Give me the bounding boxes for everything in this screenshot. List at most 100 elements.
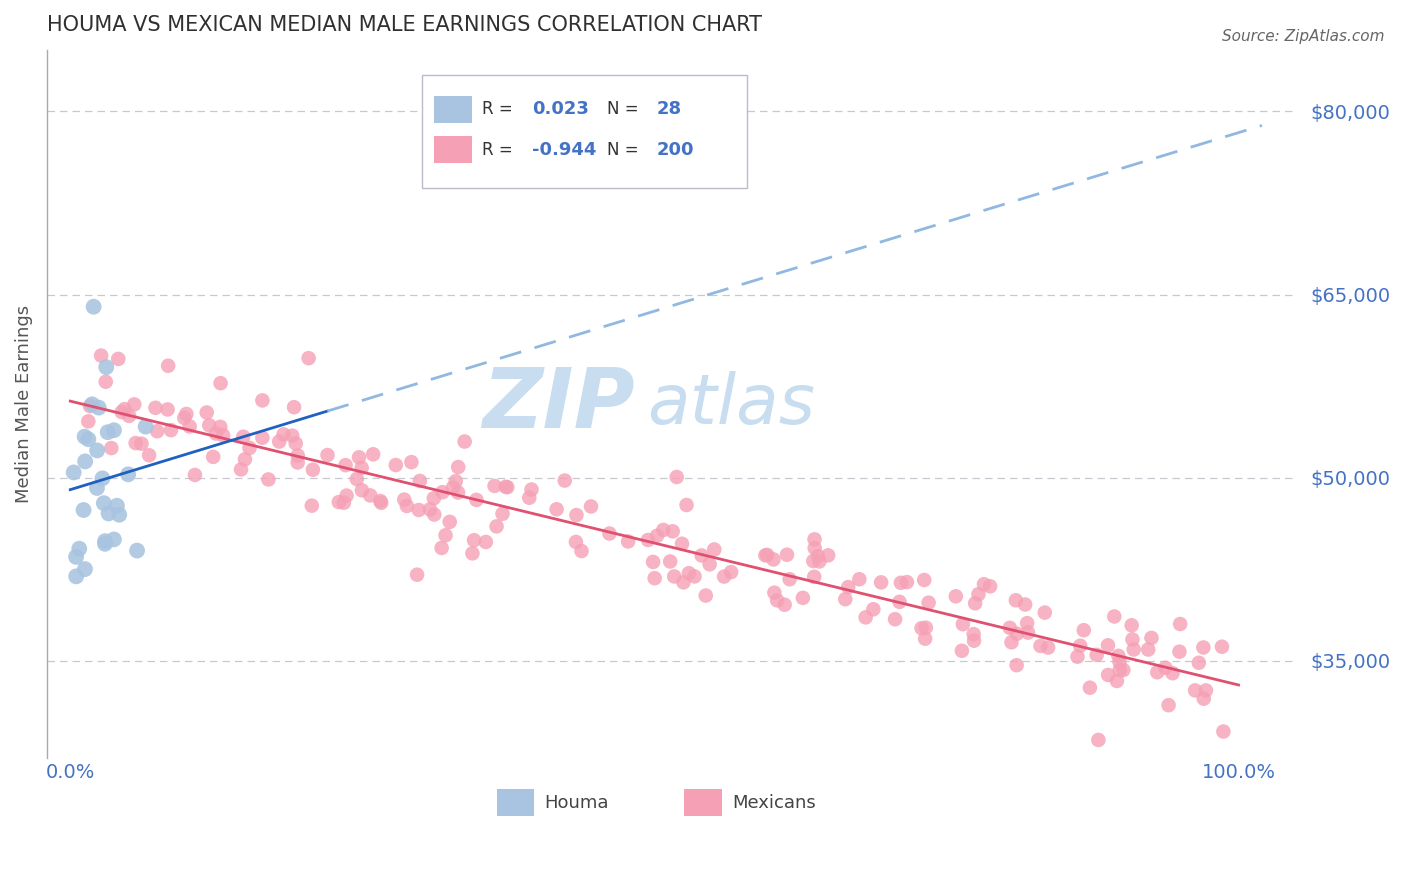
Point <box>834 592 856 607</box>
Point <box>233 452 256 467</box>
FancyBboxPatch shape <box>685 789 721 816</box>
Point <box>1195 683 1218 698</box>
Point <box>90 349 112 363</box>
Point <box>675 498 697 512</box>
Point <box>350 483 373 498</box>
Point <box>1157 698 1180 713</box>
Point <box>1000 635 1022 649</box>
Point <box>281 428 304 442</box>
Point <box>1005 658 1028 673</box>
Point <box>423 491 446 506</box>
Point <box>1168 645 1191 659</box>
Point <box>284 436 307 450</box>
Point <box>125 543 148 558</box>
Point <box>287 449 309 463</box>
Point <box>430 541 453 555</box>
Point <box>298 351 321 366</box>
Y-axis label: Median Male Earnings: Median Male Earnings <box>15 305 32 503</box>
Point <box>491 507 513 521</box>
Point <box>661 524 683 539</box>
Point <box>328 495 350 509</box>
Point <box>579 500 602 514</box>
Point <box>517 491 540 505</box>
Point <box>779 572 801 586</box>
Point <box>86 481 108 495</box>
Text: ZIP: ZIP <box>482 364 634 445</box>
Point <box>184 467 207 482</box>
Point <box>1154 661 1177 675</box>
Point <box>1168 617 1191 632</box>
Point <box>257 472 280 486</box>
Point <box>401 455 423 469</box>
Point <box>979 579 1001 593</box>
Point <box>82 397 104 411</box>
Point <box>659 554 682 568</box>
Point <box>644 571 666 585</box>
Point <box>1017 625 1039 640</box>
Point <box>1121 632 1143 647</box>
Point <box>361 447 384 461</box>
Point <box>103 423 125 437</box>
Point <box>914 621 936 635</box>
Point <box>1122 642 1144 657</box>
Point <box>484 479 506 493</box>
Point <box>963 627 986 641</box>
Point <box>1078 681 1101 695</box>
Point <box>408 503 430 517</box>
Point <box>801 554 824 568</box>
Point <box>122 397 145 411</box>
Point <box>1192 691 1215 706</box>
Point <box>350 460 373 475</box>
Point <box>205 426 228 441</box>
Point <box>117 467 139 482</box>
Point <box>346 472 368 486</box>
Point <box>209 420 232 434</box>
Point <box>683 569 706 583</box>
Point <box>803 533 825 547</box>
Point <box>333 496 356 510</box>
Point <box>347 450 370 465</box>
Point <box>96 360 118 375</box>
Text: N =: N = <box>607 141 638 159</box>
Point <box>118 409 141 423</box>
Point <box>160 423 183 437</box>
Point <box>176 407 198 421</box>
Text: Source: ZipAtlas.com: Source: ZipAtlas.com <box>1222 29 1385 44</box>
Point <box>202 450 225 464</box>
Point <box>1137 642 1160 657</box>
Point <box>135 419 157 434</box>
Point <box>394 492 416 507</box>
Text: Houma: Houma <box>544 794 609 812</box>
Point <box>439 515 461 529</box>
Point <box>641 555 664 569</box>
FancyBboxPatch shape <box>434 95 472 122</box>
Point <box>335 458 357 472</box>
Point <box>475 535 498 549</box>
Point <box>565 508 588 522</box>
Point <box>461 546 484 560</box>
Point <box>370 496 392 510</box>
Point <box>862 602 884 616</box>
Point <box>179 419 201 434</box>
Point <box>884 612 907 626</box>
Point <box>108 508 131 522</box>
Point <box>713 569 735 583</box>
Point <box>1211 640 1233 654</box>
Point <box>86 443 108 458</box>
Point <box>283 400 305 414</box>
Point <box>198 418 221 433</box>
Point <box>301 499 323 513</box>
Text: N =: N = <box>607 100 638 119</box>
Point <box>973 577 995 591</box>
Point <box>145 401 167 415</box>
Point <box>495 480 517 494</box>
Point <box>1036 640 1059 655</box>
Point <box>87 401 110 415</box>
Point <box>419 502 441 516</box>
Point <box>1073 624 1095 638</box>
Point <box>637 533 659 547</box>
Point <box>1005 626 1028 640</box>
Point <box>97 425 120 440</box>
Point <box>83 300 105 314</box>
Point <box>546 502 568 516</box>
